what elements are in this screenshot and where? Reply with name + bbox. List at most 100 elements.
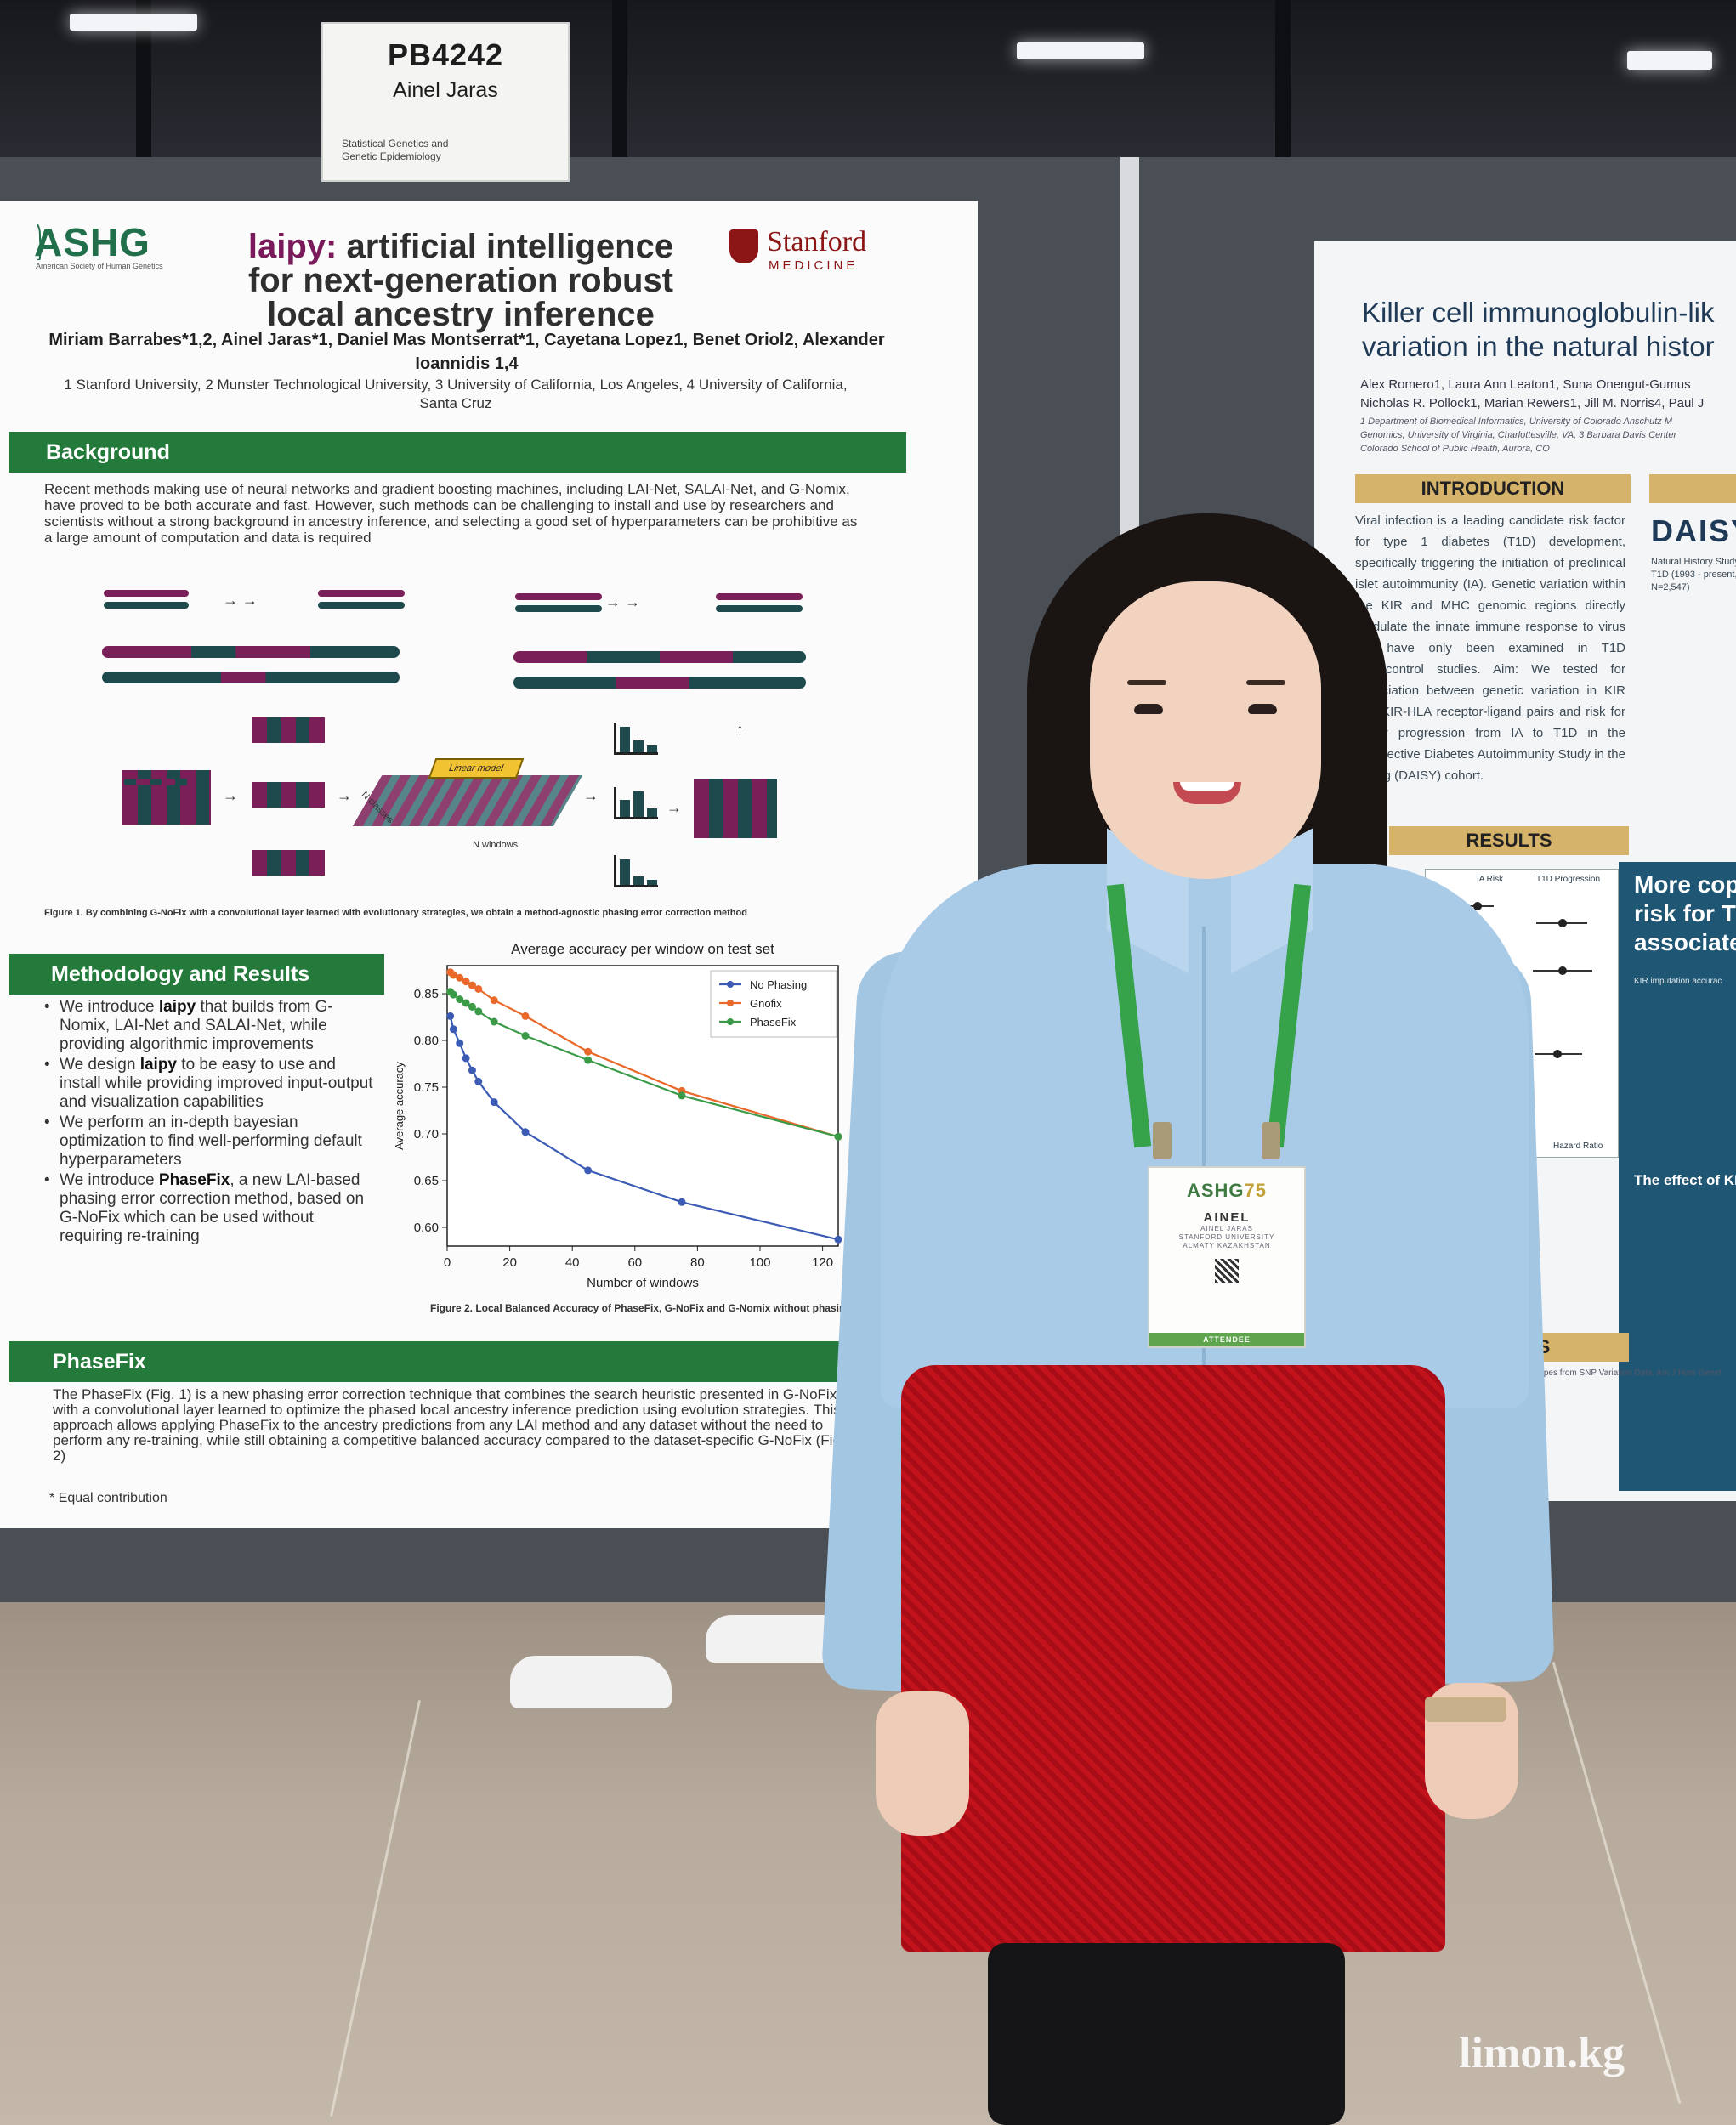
data-point bbox=[462, 1054, 470, 1062]
data-point bbox=[462, 978, 470, 986]
x-tick-label: 20 bbox=[502, 1255, 517, 1270]
y-tick-label: 0.60 bbox=[414, 1221, 439, 1235]
booth-category: Statistical Genetics and Genetic Epidemi… bbox=[342, 138, 449, 162]
x-tick-label: 0 bbox=[444, 1255, 451, 1270]
neighbor-section-bar bbox=[1649, 474, 1736, 503]
chromosome bbox=[104, 590, 189, 597]
probability-histogram bbox=[614, 787, 658, 819]
badge-logo: ASHG75 bbox=[1186, 1180, 1268, 1201]
data-point bbox=[490, 996, 498, 1005]
data-point bbox=[446, 1012, 455, 1020]
introduction-text: Viral infection is a leading candidate r… bbox=[1355, 513, 1625, 783]
poster-authors: Miriam Barrabes*1,2, Ainel Jaras*1, Dani… bbox=[48, 331, 885, 373]
forest-point bbox=[1558, 966, 1567, 975]
badge-full-name: AINEL JARAS bbox=[1200, 1225, 1253, 1232]
methodology-heading: Methodology and Results bbox=[9, 954, 384, 994]
forest-point bbox=[1553, 1050, 1562, 1058]
references-text: KIR Types from SNP Variation Data. Am J … bbox=[1518, 1368, 1722, 1378]
qr-code-icon bbox=[1215, 1259, 1239, 1283]
probability-histogram bbox=[614, 855, 658, 887]
ashg-logo-subtitle: American Society of Human Genetics bbox=[36, 262, 163, 270]
title-highlight: laipy: bbox=[247, 228, 338, 265]
footnote: * Equal contribution bbox=[49, 1491, 167, 1505]
x-tick-label: 80 bbox=[690, 1255, 705, 1270]
arrow-icon: ↑ bbox=[736, 721, 744, 738]
ancestry-block bbox=[252, 782, 325, 808]
data-point bbox=[521, 1128, 530, 1136]
legend-label: No Phasing bbox=[750, 978, 807, 991]
background-heading: Background bbox=[9, 432, 906, 473]
data-point bbox=[456, 1039, 464, 1047]
data-point bbox=[474, 1077, 483, 1085]
bullet-item: We introduce laipy that builds from G-No… bbox=[41, 998, 377, 1054]
chromosome bbox=[102, 646, 400, 658]
wristwatch bbox=[1425, 1697, 1506, 1722]
ceiling-truss bbox=[612, 0, 627, 162]
ancestry-block bbox=[252, 717, 325, 743]
bullet-item: We introduce PhaseFix, a new LAI-based p… bbox=[41, 1171, 377, 1246]
data-point bbox=[584, 1166, 593, 1175]
phasefix-text: The PhaseFix (Fig. 1) is a new phasing e… bbox=[53, 1386, 845, 1464]
neighbor-panel-heading: More copi risk for T1 associated bbox=[1634, 871, 1736, 955]
data-point bbox=[678, 1198, 686, 1206]
neighbor-poster-title: Killer cell immunoglobulin-lik variation… bbox=[1362, 297, 1715, 362]
data-point bbox=[834, 1235, 842, 1244]
stanford-shield-icon bbox=[729, 230, 758, 264]
data-point bbox=[834, 1132, 842, 1141]
legend-marker bbox=[727, 1018, 734, 1025]
background-text: Recent methods making use of neural netw… bbox=[44, 481, 858, 546]
y-tick-label: 0.85 bbox=[414, 987, 439, 1001]
shirt-placket bbox=[1202, 926, 1206, 1386]
arrow-icon: → bbox=[583, 787, 599, 804]
data-point bbox=[584, 1056, 593, 1064]
watermark: limon.kg bbox=[1459, 2029, 1625, 2077]
data-point bbox=[468, 1002, 476, 1011]
figure-1-caption: Figure 1. By combining G-NoFix with a co… bbox=[44, 908, 747, 918]
presenter-name: Ainel Jaras bbox=[393, 78, 498, 102]
accuracy-line-chart: Average accuracy per window on test set 0… bbox=[393, 941, 842, 1290]
y-axis-label: Average accuracy bbox=[393, 1062, 406, 1150]
chromosome bbox=[513, 677, 806, 688]
presenter-red-skirt bbox=[901, 1365, 1445, 1952]
x-tick-label: 100 bbox=[749, 1255, 770, 1270]
badge-first-name: AINEL bbox=[1203, 1210, 1251, 1225]
chromosome bbox=[513, 651, 806, 663]
eye bbox=[1134, 704, 1163, 714]
presenter-face bbox=[1090, 581, 1321, 879]
data-point bbox=[521, 1012, 530, 1020]
results-heading: RESULTS bbox=[1389, 826, 1629, 855]
legend-label: Gnofix bbox=[750, 997, 782, 1010]
chart-title: Average accuracy per window on test set bbox=[511, 941, 774, 957]
data-point bbox=[462, 999, 470, 1007]
ancestry-block bbox=[252, 850, 325, 876]
x-tick-label: 60 bbox=[627, 1255, 642, 1270]
y-tick-label: 0.75 bbox=[414, 1080, 439, 1095]
data-point bbox=[449, 1025, 457, 1034]
bullet-item: We perform an in-depth bayesian optimiza… bbox=[41, 1114, 377, 1170]
chromosome bbox=[318, 602, 405, 609]
data-point bbox=[449, 990, 457, 999]
arrow-icon: → bbox=[667, 799, 682, 816]
eye bbox=[1248, 704, 1277, 714]
chromosome bbox=[716, 593, 803, 600]
data-point bbox=[468, 1066, 476, 1074]
forest-point bbox=[1558, 919, 1567, 927]
chromosome bbox=[515, 593, 602, 600]
data-point bbox=[678, 1091, 686, 1100]
presenter-legs bbox=[988, 1943, 1345, 2125]
eyebrow bbox=[1246, 680, 1285, 685]
badge-role: ATTENDEE bbox=[1149, 1333, 1304, 1346]
floor-crack bbox=[330, 1700, 421, 2116]
dna-icon bbox=[37, 224, 43, 260]
y-tick-label: 0.80 bbox=[414, 1034, 439, 1048]
ceiling-truss bbox=[1275, 0, 1291, 162]
arrow-icon: → → bbox=[605, 593, 641, 610]
ceiling bbox=[0, 0, 1736, 162]
x-tick-label: 40 bbox=[565, 1255, 580, 1270]
booth-number-card: PB4242 Ainel Jaras Statistical Genetics … bbox=[321, 22, 570, 182]
arrow-icon: → bbox=[223, 787, 238, 804]
chromosome bbox=[318, 590, 405, 597]
ancestry-block bbox=[124, 779, 190, 785]
data-point bbox=[474, 1007, 483, 1016]
data-point bbox=[474, 985, 483, 993]
